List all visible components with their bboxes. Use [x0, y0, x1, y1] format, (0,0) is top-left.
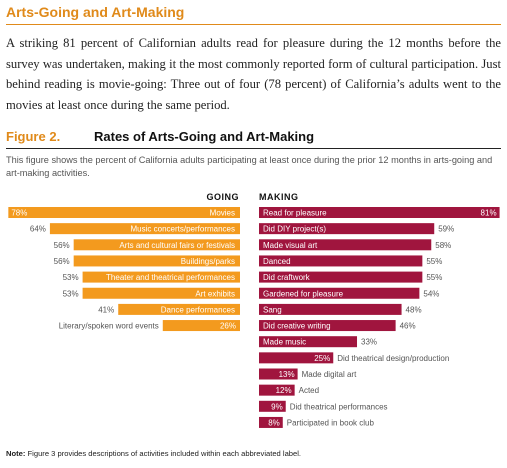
making-value-label: 55%	[426, 257, 442, 266]
heading-rule	[6, 24, 501, 25]
making-bar	[259, 352, 334, 364]
making-bar	[259, 207, 500, 218]
going-bar	[82, 287, 240, 299]
making-value-label: 13%	[279, 370, 295, 379]
making-category-label: Did creative writing	[263, 322, 331, 331]
making-bar	[259, 239, 432, 251]
making-category-label: Sang	[263, 305, 282, 314]
making-bar	[259, 416, 283, 428]
making-category-label: Gardened for pleasure	[263, 289, 344, 298]
going-value-label: 53%	[63, 273, 79, 282]
making-bar	[259, 368, 298, 380]
making-bar	[259, 223, 435, 235]
going-bar	[82, 271, 240, 283]
making-value-label: 9%	[271, 402, 283, 411]
making-category-label: Did theatrical design/production	[337, 354, 449, 363]
making-category-label: Did craftwork	[263, 273, 311, 282]
making-value-label: 58%	[435, 241, 451, 250]
making-category-label: Read for pleasure	[263, 209, 327, 218]
going-value-label: 78%	[11, 209, 27, 218]
making-value-label: 59%	[438, 225, 454, 234]
making-bar	[259, 303, 402, 315]
making-bar	[259, 384, 295, 396]
making-value-label: 48%	[406, 305, 422, 314]
going-category-label: Music concerts/performances	[131, 225, 235, 234]
note-prefix: Note:	[6, 449, 26, 458]
going-category-label: Movies	[210, 209, 235, 218]
going-category-label: Literary/spoken word events	[59, 322, 159, 331]
making-category-label: Acted	[299, 386, 319, 395]
making-bar	[259, 400, 286, 412]
going-category-label: Art exhibits	[195, 289, 235, 298]
making-value-label: 81%	[481, 209, 497, 218]
going-bar	[73, 255, 241, 267]
making-bar	[259, 287, 420, 299]
going-category-label: Arts and cultural fairs or festivals	[119, 241, 235, 250]
figure-header: Figure 2. Rates of Arts-Going and Art-Ma…	[6, 129, 501, 149]
going-value-label: 64%	[30, 225, 46, 234]
figure-note: Note: Figure 3 provides descriptions of …	[6, 449, 301, 458]
making-bar	[259, 320, 396, 332]
going-value-label: 53%	[63, 289, 79, 298]
going-category-label: Buildings/parks	[181, 257, 235, 266]
going-value-label: 56%	[54, 241, 70, 250]
making-value-label: 25%	[314, 354, 330, 363]
making-bar	[259, 271, 423, 283]
figure-title: Rates of Arts-Going and Art-Making	[94, 129, 315, 144]
body-paragraph: A striking 81 percent of Californian adu…	[6, 36, 501, 112]
making-value-label: 33%	[361, 338, 377, 347]
going-category-label: Theater and theatrical performances	[106, 273, 235, 282]
making-category-label: Made visual art	[263, 241, 318, 250]
going-column-heading: GOING	[206, 192, 239, 202]
making-category-label: Did DIY project(s)	[263, 225, 326, 234]
going-value-label: 56%	[54, 257, 70, 266]
making-category-label: Made digital art	[302, 370, 357, 379]
figure-label: Figure 2.	[6, 129, 61, 144]
making-category-label: Danced	[263, 257, 291, 266]
section-heading: Arts-Going and Art-Making	[6, 4, 185, 20]
going-bar	[73, 239, 241, 251]
figure-description: This figure shows the percent of Califor…	[6, 155, 493, 178]
making-bar	[259, 255, 423, 267]
going-bar	[49, 223, 240, 235]
making-category-label: Did theatrical performances	[290, 402, 388, 411]
making-category-label: Participated in book club	[287, 418, 375, 427]
making-value-label: 46%	[400, 322, 416, 331]
going-bar	[118, 303, 240, 315]
making-value-label: 12%	[276, 386, 292, 395]
going-bar	[162, 320, 240, 332]
making-column-heading: MAKING	[259, 192, 299, 202]
making-value-label: 54%	[423, 289, 439, 298]
making-category-label: Made music	[263, 338, 306, 347]
making-value-label: 8%	[268, 418, 280, 427]
note-text: Figure 3 provides descriptions of activi…	[25, 449, 302, 458]
making-value-label: 55%	[426, 273, 442, 282]
going-value-label: 26%	[220, 322, 236, 331]
going-category-label: Dance performances	[161, 305, 235, 314]
going-value-label: 41%	[98, 305, 114, 314]
going-bar	[8, 207, 241, 218]
making-bar	[259, 336, 358, 348]
